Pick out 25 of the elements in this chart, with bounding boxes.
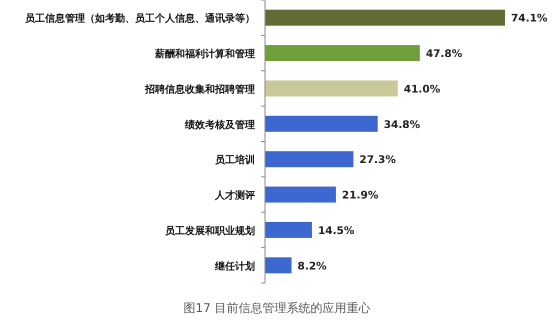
data-label: 21.9% xyxy=(342,190,379,202)
data-label: 34.8% xyxy=(384,118,421,131)
data-label: 27.3% xyxy=(359,154,396,166)
y-tick-label: 招聘信息收集和招聘管理 xyxy=(144,83,255,96)
bar xyxy=(265,151,354,168)
y-tick-label: 员工信息管理（如考勤、员工个人信息、通讯录等） xyxy=(24,12,255,25)
bar xyxy=(265,257,292,274)
bar xyxy=(265,10,505,26)
data-label: 74.1% xyxy=(511,12,548,25)
data-label: 14.5% xyxy=(318,224,355,237)
data-label: 8.2% xyxy=(298,260,328,272)
bar xyxy=(265,222,312,238)
y-tick-label: 继任计划 xyxy=(214,260,255,272)
bar xyxy=(265,80,398,96)
y-tick-label: 员工培训 xyxy=(214,154,255,166)
bar xyxy=(265,186,336,203)
y-tick-label: 人才测评 xyxy=(214,190,255,202)
y-tick-label: 薪酬和福利计算和管理 xyxy=(154,48,255,60)
y-tick-label: 绩效考核及管理 xyxy=(184,118,255,131)
bar xyxy=(265,45,420,62)
data-label: 47.8% xyxy=(426,48,463,60)
text: 图17 目前信息管理系统的应用重心 xyxy=(183,301,371,315)
y-tick-label: 员工发展和职业规划 xyxy=(164,224,255,237)
data-label: 41.0% xyxy=(404,83,441,96)
bar xyxy=(265,116,378,132)
